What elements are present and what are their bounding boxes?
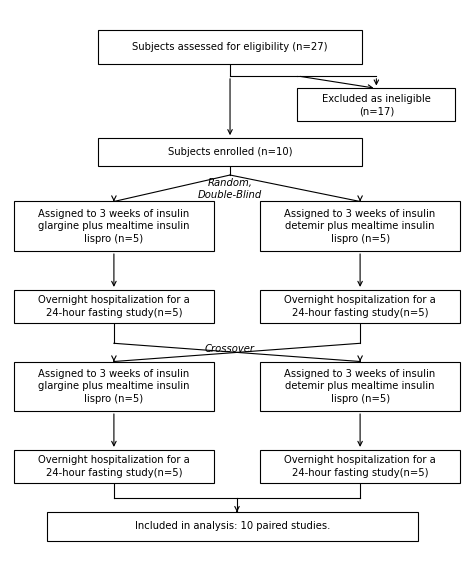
Text: Crossover: Crossover <box>205 344 255 354</box>
Text: Excluded as ineligible
(n=17): Excluded as ineligible (n=17) <box>322 94 431 116</box>
FancyBboxPatch shape <box>98 138 363 166</box>
FancyBboxPatch shape <box>260 361 460 411</box>
FancyBboxPatch shape <box>260 202 460 251</box>
Text: Overnight hospitalization for a
24-hour fasting study(n=5): Overnight hospitalization for a 24-hour … <box>38 455 190 477</box>
Text: Assigned to 3 weeks of insulin
glargine plus mealtime insulin
lispro (n=5): Assigned to 3 weeks of insulin glargine … <box>38 369 190 404</box>
FancyBboxPatch shape <box>46 512 418 541</box>
Text: Assigned to 3 weeks of insulin
detemir plus mealtime insulin
lispro (n=5): Assigned to 3 weeks of insulin detemir p… <box>284 209 436 244</box>
Text: Subjects assessed for eligibility (n=27): Subjects assessed for eligibility (n=27) <box>132 42 328 52</box>
FancyBboxPatch shape <box>260 450 460 483</box>
FancyBboxPatch shape <box>14 202 214 251</box>
FancyBboxPatch shape <box>14 361 214 411</box>
Text: Assigned to 3 weeks of insulin
detemir plus mealtime insulin
lispro (n=5): Assigned to 3 weeks of insulin detemir p… <box>284 369 436 404</box>
FancyBboxPatch shape <box>297 88 456 122</box>
Text: Subjects enrolled (n=10): Subjects enrolled (n=10) <box>168 147 292 157</box>
Text: Overnight hospitalization for a
24-hour fasting study(n=5): Overnight hospitalization for a 24-hour … <box>38 295 190 318</box>
FancyBboxPatch shape <box>98 30 363 64</box>
Text: Overnight hospitalization for a
24-hour fasting study(n=5): Overnight hospitalization for a 24-hour … <box>284 455 436 477</box>
FancyBboxPatch shape <box>14 290 214 323</box>
Text: Assigned to 3 weeks of insulin
glargine plus mealtime insulin
lispro (n=5): Assigned to 3 weeks of insulin glargine … <box>38 209 190 244</box>
FancyBboxPatch shape <box>260 290 460 323</box>
Text: Random,
Double-Blind: Random, Double-Blind <box>198 177 262 200</box>
Text: Overnight hospitalization for a
24-hour fasting study(n=5): Overnight hospitalization for a 24-hour … <box>284 295 436 318</box>
FancyBboxPatch shape <box>14 450 214 483</box>
Text: Included in analysis: 10 paired studies.: Included in analysis: 10 paired studies. <box>135 521 330 531</box>
